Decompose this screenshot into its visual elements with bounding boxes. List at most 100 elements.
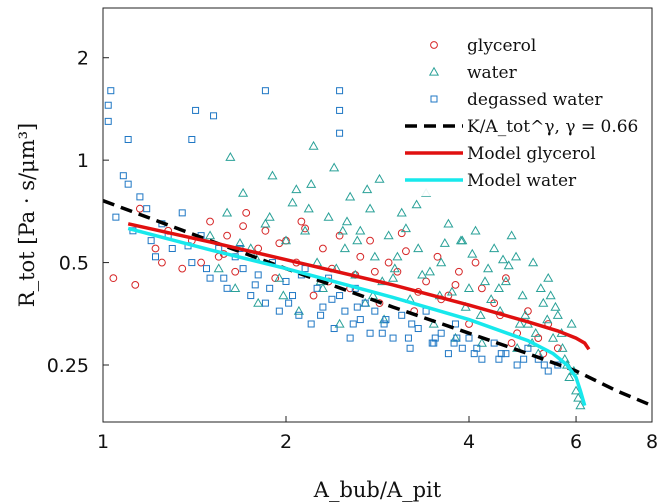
data-point-water [417, 269, 428, 279]
data-point-degassed-water [336, 106, 344, 114]
data-point-water [475, 310, 486, 319]
data-point-water [278, 290, 289, 300]
data-point-degassed-water [285, 299, 293, 307]
data-point-water [486, 294, 497, 303]
legend-label-k-a-tot-0-66: K/A_tot^γ, γ = 0.66 [467, 117, 638, 137]
data-point-degassed-water [398, 311, 406, 319]
data-point-degassed-water [341, 307, 349, 315]
data-point-glycerol [297, 217, 306, 226]
data-point-glycerol [356, 252, 365, 261]
data-point-glycerol [206, 217, 214, 226]
data-point-water [520, 310, 531, 319]
data-point-glycerol [384, 258, 393, 267]
data-point-water [317, 283, 328, 292]
x-tick-label: 6 [570, 431, 582, 453]
data-point-degassed-water [444, 350, 452, 358]
data-point-water [443, 218, 454, 228]
data-point-degassed-water [210, 112, 218, 120]
data-point-water [345, 191, 356, 201]
data-point-degassed-water [378, 329, 386, 337]
data-point-degassed-water [495, 355, 503, 363]
data-point-degassed-water [124, 135, 132, 143]
data-point-water [424, 266, 436, 276]
data-point-water [396, 207, 407, 217]
series-line-model-water [127, 226, 587, 407]
data-point-water [234, 238, 246, 247]
data-point-water [552, 310, 563, 319]
data-point-degassed-water [408, 320, 416, 328]
data-point-glycerol [477, 284, 486, 293]
data-point-glycerol [370, 267, 379, 276]
legend-background [400, 28, 646, 196]
data-point-degassed-water [406, 344, 414, 352]
data-point-degassed-water [328, 295, 336, 303]
data-point-degassed-water [317, 311, 325, 319]
data-point-water [566, 318, 577, 328]
data-point-water [369, 251, 380, 261]
data-point-degassed-water [266, 284, 274, 292]
data-point-water [550, 301, 561, 311]
data-point-degassed-water [346, 334, 354, 342]
data-point-degassed-water [289, 292, 297, 300]
data-point-water [489, 243, 500, 253]
data-point-degassed-water [261, 299, 269, 307]
data-point-degassed-water [451, 320, 459, 328]
data-point-water [339, 243, 350, 253]
data-point-glycerol [231, 267, 240, 276]
x-tick-label: 1 [97, 431, 109, 453]
data-point-water [362, 184, 373, 194]
data-point-degassed-water [254, 271, 262, 279]
data-point-water [503, 260, 514, 270]
data-point-water [575, 400, 586, 410]
data-point-water [510, 251, 522, 261]
data-point-glycerol [158, 258, 166, 267]
data-point-glycerol [366, 236, 374, 245]
data-point-degassed-water [124, 180, 132, 188]
data-point-degassed-water [513, 361, 521, 369]
data-point-water [506, 230, 517, 240]
data-point-degassed-water [458, 344, 466, 352]
data-point-degassed-water [428, 339, 436, 347]
data-point-degassed-water [465, 334, 473, 342]
data-point-water [543, 272, 554, 282]
data-point-water [267, 170, 278, 180]
legend-label-glycerol: glycerol [467, 36, 536, 56]
data-point-degassed-water [520, 355, 528, 363]
data-point-degassed-water [301, 265, 309, 273]
data-point-water [204, 230, 216, 240]
data-point-water [260, 218, 271, 228]
legend-label-degassed-water: degassed water [467, 90, 603, 110]
data-point-degassed-water [192, 106, 200, 114]
data-point-degassed-water [239, 265, 247, 273]
data-point-degassed-water [319, 303, 327, 311]
legend-label-model-water: Model water [467, 171, 577, 191]
data-point-water [238, 187, 249, 197]
data-point-water [400, 223, 411, 233]
data-point-degassed-water [544, 367, 552, 375]
data-point-water [300, 225, 311, 235]
data-point-glycerol [275, 239, 284, 248]
data-point-water [334, 318, 345, 328]
data-point-degassed-water [336, 87, 344, 95]
data-point-water [337, 225, 348, 235]
data-point-water [287, 197, 298, 207]
data-point-water [548, 332, 559, 342]
data-point-degassed-water [330, 325, 338, 333]
data-point-degassed-water [203, 265, 211, 273]
legend-label-model-glycerol: Model glycerol [467, 144, 596, 164]
data-point-water [428, 318, 439, 328]
data-point-water [564, 372, 575, 381]
series-line-model-glycerol [127, 222, 591, 351]
data-point-degassed-water [336, 129, 344, 137]
data-point-degassed-water [206, 274, 214, 282]
data-point-water [387, 272, 399, 282]
data-point-glycerol [524, 307, 532, 316]
data-point-water [538, 297, 549, 307]
legend-marker-degassed-water [430, 95, 438, 103]
data-point-degassed-water [275, 307, 283, 315]
data-point-degassed-water [223, 284, 231, 292]
data-point-water [355, 225, 366, 235]
data-point-degassed-water [188, 259, 196, 267]
y-tick-label: 0.25 [47, 355, 89, 377]
x-tick-label: 8 [646, 431, 658, 453]
